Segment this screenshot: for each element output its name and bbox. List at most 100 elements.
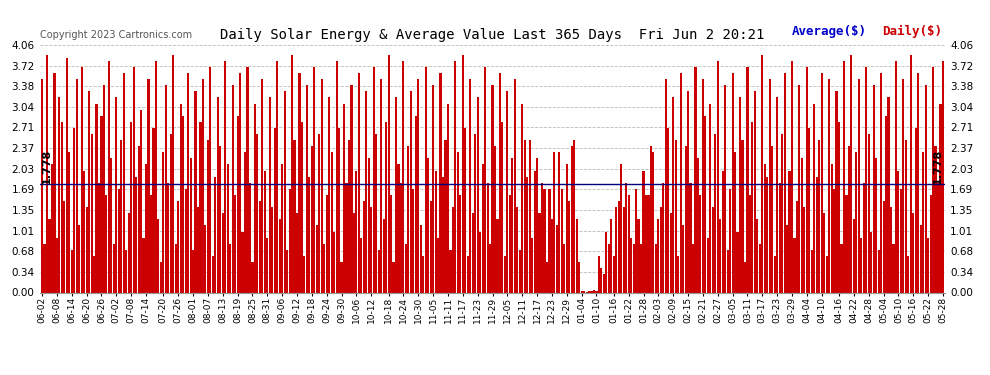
Bar (541, 183, 544, 292)
Bar (722, 171, 724, 292)
Bar (237, 116, 239, 292)
Bar (53, 73, 55, 292)
Bar (251, 262, 253, 292)
Bar (865, 67, 867, 292)
Bar (377, 250, 380, 292)
Bar (682, 225, 684, 292)
Bar (803, 207, 806, 292)
Bar (355, 171, 357, 292)
Bar (326, 195, 328, 292)
Bar (692, 244, 694, 292)
Bar (281, 165, 283, 292)
Bar (258, 201, 261, 292)
Bar (204, 225, 207, 292)
Bar (845, 195, 847, 292)
Bar (65, 58, 68, 292)
Bar (239, 73, 242, 292)
Bar (895, 61, 897, 292)
Bar (479, 231, 481, 292)
Bar (580, 291, 583, 292)
Bar (44, 244, 46, 292)
Bar (679, 73, 682, 292)
Bar (184, 189, 187, 292)
Bar (628, 195, 630, 292)
Bar (506, 92, 509, 292)
Bar (709, 104, 712, 292)
Bar (573, 140, 575, 292)
Bar (836, 92, 838, 292)
Bar (83, 171, 85, 292)
Bar (370, 207, 372, 292)
Bar (110, 158, 113, 292)
Bar (697, 158, 699, 292)
Bar (719, 219, 722, 292)
Bar (935, 146, 937, 292)
Bar (514, 79, 516, 292)
Bar (855, 152, 857, 292)
Bar (382, 219, 385, 292)
Bar (46, 55, 49, 292)
Bar (145, 165, 148, 292)
Bar (125, 250, 128, 292)
Bar (798, 85, 801, 292)
Bar (588, 291, 590, 292)
Bar (174, 244, 177, 292)
Bar (654, 244, 657, 292)
Bar (860, 238, 862, 292)
Bar (850, 55, 852, 292)
Bar (499, 73, 501, 292)
Bar (93, 256, 95, 292)
Bar (407, 146, 410, 292)
Bar (885, 116, 887, 292)
Bar (306, 85, 308, 292)
Text: Average($): Average($) (791, 25, 866, 38)
Bar (652, 152, 654, 292)
Bar (98, 183, 100, 292)
Bar (95, 104, 98, 292)
Bar (937, 183, 940, 292)
Bar (649, 146, 652, 292)
Bar (524, 140, 526, 292)
Bar (687, 92, 689, 292)
Bar (590, 291, 593, 292)
Bar (133, 67, 135, 292)
Bar (737, 231, 739, 292)
Bar (268, 98, 271, 292)
Bar (932, 67, 935, 292)
Bar (667, 128, 669, 292)
Bar (199, 122, 202, 292)
Bar (120, 140, 123, 292)
Bar (521, 104, 524, 292)
Bar (689, 183, 692, 292)
Bar (635, 189, 638, 292)
Bar (778, 183, 781, 292)
Bar (336, 61, 338, 292)
Bar (435, 171, 437, 292)
Bar (331, 152, 333, 292)
Bar (753, 92, 756, 292)
Bar (930, 195, 932, 292)
Bar (712, 207, 714, 292)
Bar (49, 219, 50, 292)
Bar (743, 262, 746, 292)
Bar (638, 219, 640, 292)
Bar (897, 171, 900, 292)
Bar (372, 67, 375, 292)
Bar (618, 201, 620, 292)
Bar (684, 146, 687, 292)
Bar (187, 73, 189, 292)
Bar (544, 189, 545, 292)
Bar (229, 244, 232, 292)
Bar (699, 195, 702, 292)
Bar (197, 207, 199, 292)
Bar (296, 213, 298, 292)
Bar (308, 177, 311, 292)
Bar (390, 195, 392, 292)
Bar (808, 128, 811, 292)
Bar (915, 128, 917, 292)
Bar (826, 256, 828, 292)
Bar (425, 67, 427, 292)
Bar (575, 219, 578, 292)
Bar (451, 207, 454, 292)
Bar (593, 290, 595, 292)
